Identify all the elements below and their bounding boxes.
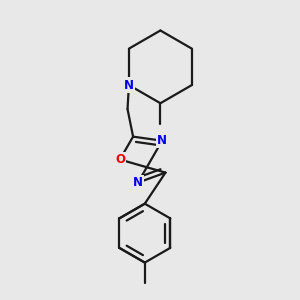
Text: N: N	[124, 79, 134, 92]
Text: N: N	[157, 134, 167, 147]
Text: N: N	[133, 176, 143, 189]
Text: O: O	[115, 153, 125, 166]
Text: N: N	[124, 79, 134, 92]
